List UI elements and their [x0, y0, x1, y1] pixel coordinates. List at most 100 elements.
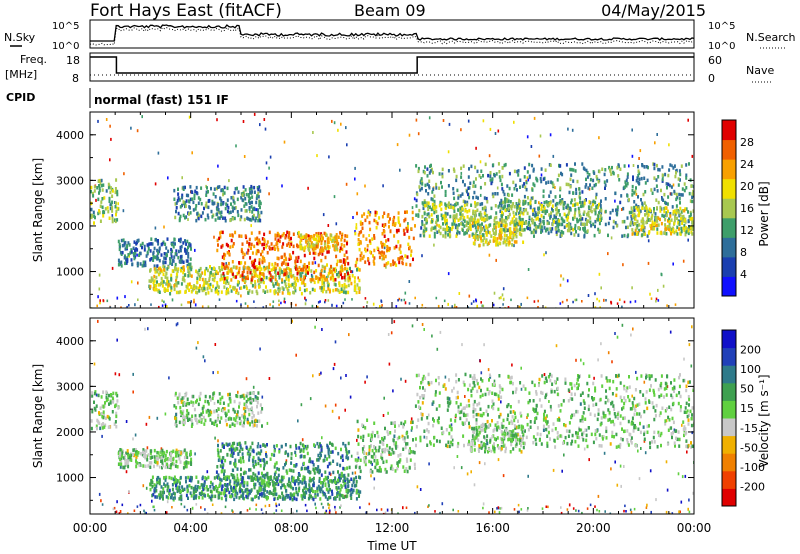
data-cell [308, 261, 311, 265]
data-cell [258, 261, 261, 265]
data-cell [364, 218, 367, 223]
data-cell [187, 411, 190, 416]
data-cell [567, 221, 570, 226]
data-cell [166, 482, 169, 486]
data-cell [208, 395, 211, 399]
data-cell [286, 243, 289, 247]
data-cell [273, 290, 276, 294]
data-cell [650, 216, 653, 221]
data-cell [324, 255, 327, 260]
data-cell [201, 277, 204, 282]
data-cell [503, 237, 506, 242]
scatter-cell [328, 155, 330, 159]
data-cell [313, 237, 316, 241]
ground-cell [327, 299, 330, 302]
data-cell [225, 494, 228, 498]
ground-cell [666, 304, 668, 307]
data-cell [196, 276, 199, 281]
ground-cell [443, 299, 446, 303]
data-cell [181, 195, 184, 200]
data-cell [556, 178, 559, 182]
data-cell [287, 262, 290, 267]
data-cell [572, 168, 575, 172]
data-cell [559, 186, 562, 190]
data-cell [679, 206, 682, 211]
data-cell [688, 191, 691, 196]
scatter-cell [549, 133, 552, 137]
data-cell [453, 169, 456, 173]
data-cell [318, 479, 321, 483]
data-cell [233, 286, 236, 290]
data-cell [277, 283, 280, 287]
data-cell [179, 410, 182, 414]
data-cell [615, 208, 617, 212]
data-cell [591, 186, 594, 190]
data-cell [583, 198, 586, 203]
data-cell [477, 218, 480, 223]
data-cell [233, 216, 236, 221]
data-cell [583, 210, 586, 214]
data-cell [296, 278, 299, 283]
data-cell [595, 174, 598, 179]
data-cell [546, 227, 549, 231]
data-cell [561, 172, 564, 177]
data-cell [277, 289, 280, 293]
data-cell [685, 186, 688, 190]
ground-cell [166, 305, 168, 308]
data-cell [414, 224, 416, 228]
data-cell [197, 286, 200, 290]
scatter-cell [314, 261, 317, 265]
data-cell [133, 240, 136, 244]
data-cell [349, 489, 352, 493]
data-cell [177, 255, 180, 260]
data-cell [631, 228, 634, 232]
data-cell [528, 175, 531, 180]
data-cell [479, 216, 482, 220]
data-cell [303, 235, 306, 239]
data-cell [243, 417, 246, 422]
data-cell [135, 242, 138, 246]
data-cell [375, 220, 378, 224]
data-cell [355, 475, 358, 480]
data-cell [235, 288, 238, 292]
data-cell [231, 233, 234, 237]
data-cell [653, 162, 656, 167]
scatter-cell [600, 342, 602, 346]
data-cell [153, 264, 156, 268]
data-cell [258, 488, 261, 493]
data-cell [108, 216, 111, 220]
data-cell [182, 275, 185, 280]
data-cell [411, 216, 414, 221]
scatter-cell [603, 451, 606, 455]
data-cell [417, 166, 420, 171]
data-cell [507, 207, 510, 211]
data-cell [162, 264, 165, 269]
data-cell [163, 476, 165, 480]
data-cell [110, 393, 112, 397]
data-cell [149, 465, 152, 469]
data-cell [215, 286, 218, 291]
scatter-cell [301, 438, 304, 442]
data-cell [435, 205, 438, 209]
data-cell [158, 481, 161, 486]
data-cell [217, 207, 220, 212]
data-cell [238, 496, 241, 500]
data-cell [149, 258, 152, 262]
data-cell [642, 228, 645, 233]
data-cell [221, 255, 224, 259]
data-cell [590, 209, 593, 214]
data-cell [244, 234, 247, 238]
data-cell [339, 249, 341, 253]
scatter-cell [417, 132, 420, 136]
data-cell [286, 287, 289, 291]
scatter-cell [451, 438, 454, 442]
data-cell [404, 254, 407, 258]
data-cell [587, 205, 590, 209]
data-cell [321, 274, 324, 278]
data-cell [542, 215, 545, 220]
data-cell [281, 270, 284, 274]
data-cell [274, 261, 277, 266]
data-cell [182, 200, 185, 204]
data-cell [572, 203, 575, 207]
noise-tick-bottom-right: 10^0 [708, 41, 735, 52]
